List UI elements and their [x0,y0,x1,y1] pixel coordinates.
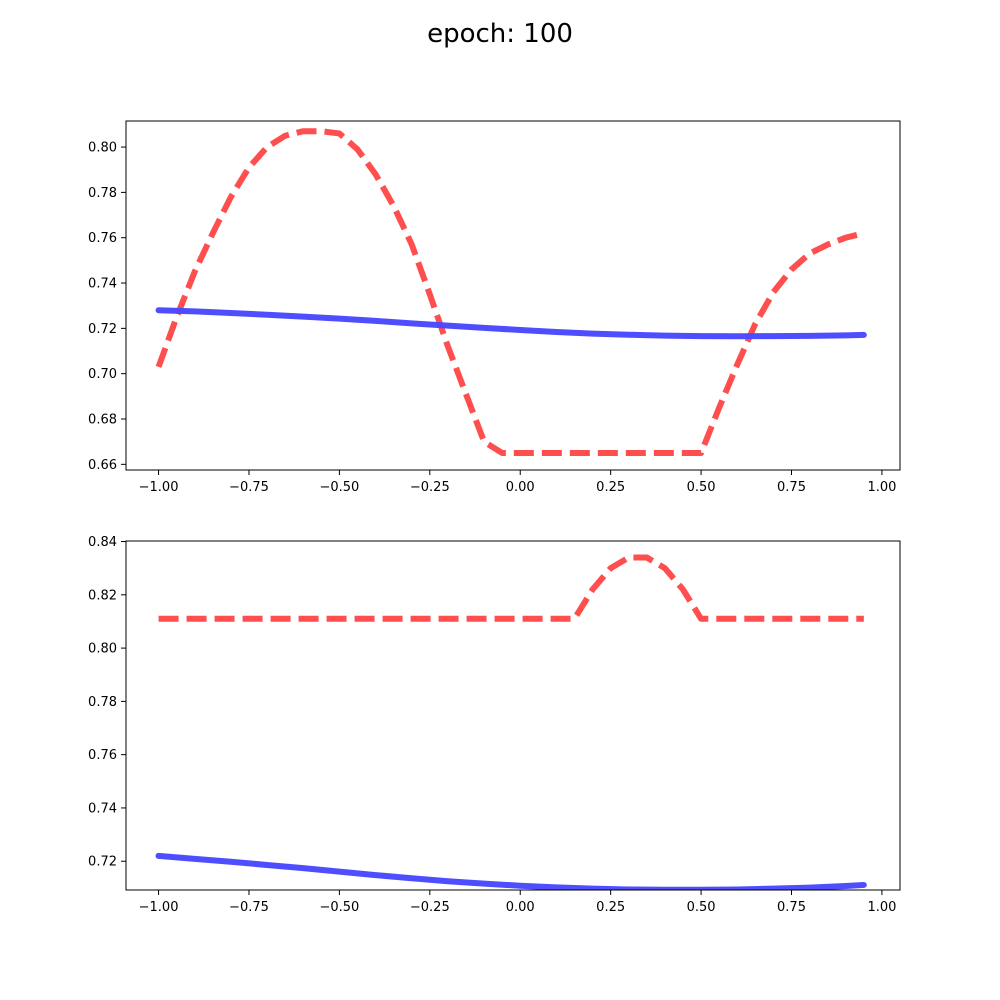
x-tick-label: 1.00 [867,480,896,495]
x-tick-label: 0.00 [506,480,535,495]
x-tick-label: −0.75 [229,480,269,495]
y-tick-label: 0.78 [88,695,117,710]
y-tick-label: 0.76 [88,231,117,246]
y-tick-label: 0.78 [88,186,117,201]
y-tick-label: 0.72 [88,855,117,870]
y-tick-label: 0.72 [88,322,117,337]
x-tick-label: −0.25 [410,480,450,495]
x-tick-label: −1.00 [139,900,179,915]
x-tick-label: 0.75 [777,900,806,915]
y-tick-label: 0.74 [88,801,117,816]
x-tick-label: −0.50 [319,480,359,495]
x-tick-label: 0.50 [687,900,716,915]
y-tick-label: 0.68 [88,413,117,428]
x-tick-label: 0.50 [687,480,716,495]
x-tick-label: 0.25 [596,480,625,495]
x-tick-label: 1.00 [867,900,896,915]
axes-panel-2: −1.00 −0.75 −0.50 −0.25 0.00 0.25 0.50 0.75 1.00… [88,535,901,915]
y-tick-label: 0.76 [88,748,117,763]
series-group [155,128,867,456]
series-line-solid-2 [155,852,867,890]
series-line-dashed-1 [158,554,864,622]
y-tick-label: 0.70 [88,367,117,382]
plot-frame [125,540,901,891]
x-tick-label: −1.00 [139,480,179,495]
y-tick-label: 0.74 [88,277,117,292]
series-line-solid-2 [155,307,867,340]
y-tick-label: 0.82 [88,588,117,603]
series-group [155,554,867,890]
y-tick-label: 0.66 [88,458,117,473]
x-tick-label: −0.25 [410,900,450,915]
x-tick-label: 0.75 [777,480,806,495]
series-line-dashed-1 [155,128,865,456]
x-tick-label: 0.25 [596,900,625,915]
x-tick-label: −0.50 [319,900,359,915]
x-tick-label: 0.00 [506,900,535,915]
y-tick-label: 0.84 [88,535,117,550]
figure-title: epoch: 100 [427,19,573,49]
x-tick-label: −0.75 [229,900,269,915]
y-tick-label: 0.80 [88,642,117,657]
axes-layer: −1.00 −0.75 −0.50 −0.25 0.00 0.25 0.50 0.75 1.00… [88,120,901,915]
axes-panel-1: −1.00 −0.75 −0.50 −0.25 0.00 0.25 0.50 0.75 1.00… [88,120,901,495]
plot-frame [125,120,901,471]
y-tick-label: 0.80 [88,141,117,156]
